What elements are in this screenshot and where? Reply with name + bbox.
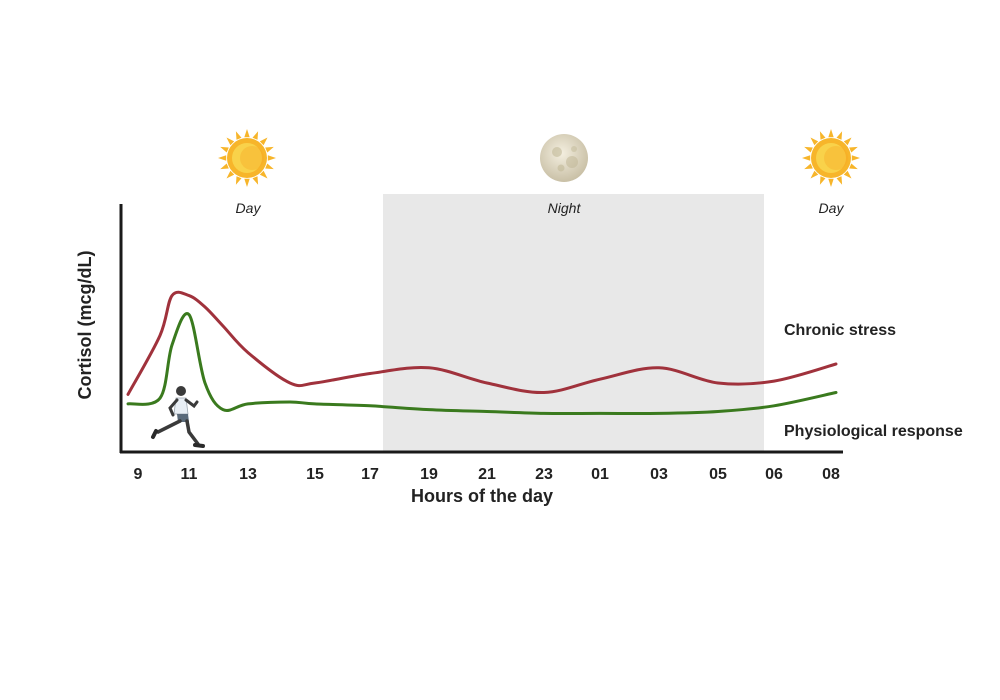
moon-icon [540, 134, 588, 182]
sun-ray [259, 170, 268, 179]
chronic-stress-line [126, 290, 838, 396]
period-label-night: Night [548, 200, 582, 216]
sun-ray [810, 170, 819, 179]
sun-ray [252, 131, 259, 140]
sun-ray [252, 176, 259, 185]
x-tick-label: 05 [709, 466, 727, 483]
sun-ray [828, 129, 834, 138]
sun-ray [235, 176, 242, 185]
sun-ray [244, 129, 250, 138]
x-tick-label: 13 [239, 466, 257, 483]
sun-ray [218, 155, 227, 161]
x-tick-label: 15 [306, 466, 324, 483]
y-axis-title: Cortisol (mcg/dL) [75, 251, 95, 400]
sun-ray [220, 163, 229, 170]
sun-ray [265, 146, 274, 153]
x-tick-label: 11 [181, 466, 198, 483]
sun-ray [235, 131, 242, 140]
period-label-day-2: Day [819, 200, 845, 216]
sun-ray [849, 146, 858, 153]
sun-ray [851, 155, 860, 161]
series-label-chronic-stress: Chronic stress [784, 322, 896, 339]
sun-ray [810, 137, 819, 146]
series-label-physiological-response: Physiological response [784, 423, 963, 440]
sun-ray [265, 163, 274, 170]
sun-ray [804, 146, 813, 153]
x-axis-title: Hours of the day [411, 486, 553, 506]
x-tick-label: 17 [361, 466, 379, 483]
sun-ray [804, 163, 813, 170]
sun-icon [218, 129, 276, 187]
physiological-response-line [126, 312, 838, 416]
sun-ray [220, 146, 229, 153]
x-tick-label: 21 [478, 466, 496, 483]
sun-ray [819, 176, 826, 185]
sun-ray [267, 155, 276, 161]
sun-ray [802, 155, 811, 161]
sun-ray [843, 137, 852, 146]
sun-ray [836, 176, 843, 185]
x-tick-label: 08 [822, 466, 840, 483]
x-tick-label: 23 [535, 466, 553, 483]
sun-ray [836, 131, 843, 140]
x-tick-label: 03 [650, 466, 668, 483]
period-label-day-1: Day [236, 200, 262, 216]
x-tick-label: 06 [765, 466, 783, 483]
sun-ray [226, 137, 235, 146]
x-tick-label: 01 [591, 466, 609, 483]
runner-icon [151, 386, 205, 448]
sun-ray [843, 170, 852, 179]
sun-ray [828, 178, 834, 187]
sun-ray [244, 178, 250, 187]
sun-ray [819, 131, 826, 140]
sun-ray [226, 170, 235, 179]
sun-ray [259, 137, 268, 146]
x-tick-label: 9 [134, 466, 143, 483]
sun-icon [802, 129, 860, 187]
x-tick-label: 19 [420, 466, 438, 483]
sun-ray [849, 163, 858, 170]
